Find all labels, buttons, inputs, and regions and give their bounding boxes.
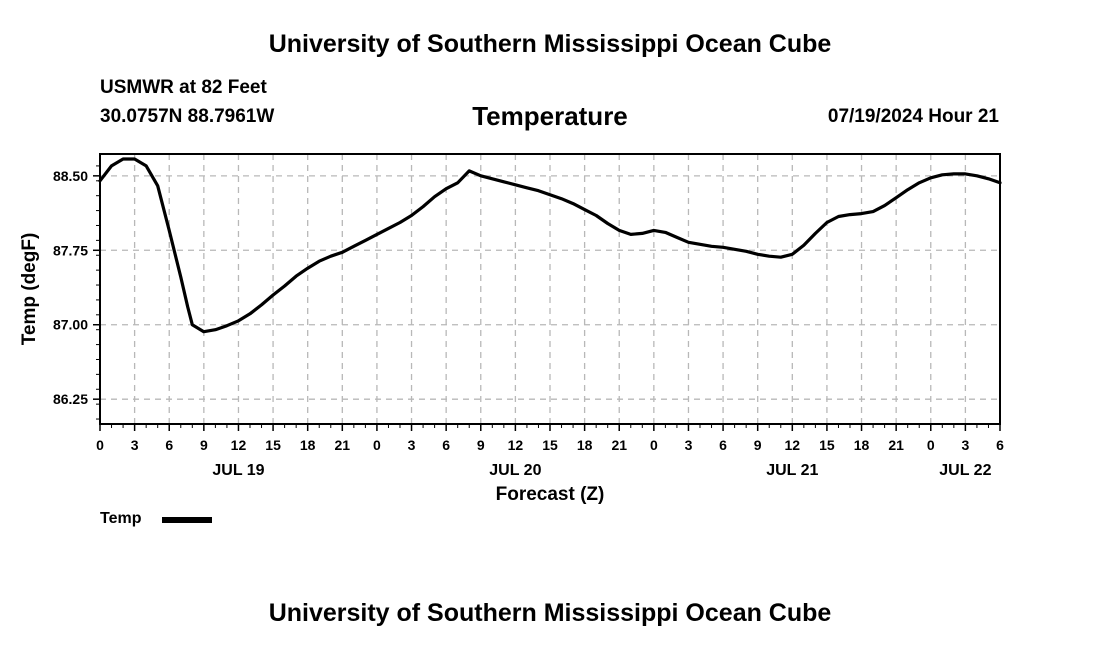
chart-title-bottom: University of Southern Mississippi Ocean…: [268, 599, 832, 627]
x-tick-label: 6: [165, 437, 173, 453]
x-tick-label: 3: [131, 437, 139, 453]
x-tick-label: 6: [996, 437, 1004, 453]
station-label: USMWR at 82 Feet: [100, 77, 267, 98]
x-tick-label: 0: [96, 437, 104, 453]
x-tick-label: 6: [442, 437, 450, 453]
x-tick-label: 12: [785, 437, 801, 453]
x-axis-label: Forecast (Z): [496, 484, 605, 505]
x-tick-label: 21: [611, 437, 627, 453]
x-tick-label: 18: [854, 437, 870, 453]
x-tick-label: 21: [888, 437, 904, 453]
x-tick-label: 6: [719, 437, 727, 453]
temp-series-line: [98, 157, 1002, 334]
x-date-label: JUL 21: [766, 462, 818, 479]
y-tick-label: 87.75: [53, 242, 88, 258]
grid-lines: [100, 154, 1000, 424]
chart-title-top: University of Southern Mississippi Ocean…: [268, 30, 832, 58]
legend-line-swatch: [162, 517, 212, 523]
x-tick-label: 21: [335, 437, 351, 453]
x-tick-label: 15: [265, 437, 281, 453]
x-tick-label: 3: [685, 437, 693, 453]
y-tick-label: 88.50: [53, 168, 88, 184]
x-tick-label: 0: [650, 437, 658, 453]
x-tick-label: 9: [477, 437, 485, 453]
x-tick-label: 0: [927, 437, 935, 453]
y-axis-label: Temp (degF): [19, 233, 40, 346]
x-tick-label: 12: [231, 437, 247, 453]
x-axis: 0 3 6 9 12 15 18 21 0 3 6 9 12 15 18 21 0 3 6 9 12 15 18 21 0 3 6J…: [96, 424, 1004, 479]
legend-label: Temp: [100, 510, 142, 527]
y-axis: 86.25 87.00 87.75 88.50: [53, 165, 100, 420]
x-tick-label: 0: [373, 437, 381, 453]
y-tick-label: 86.25: [53, 391, 88, 407]
x-tick-label: 12: [508, 437, 524, 453]
x-tick-label: 15: [542, 437, 558, 453]
x-tick-label: 9: [754, 437, 762, 453]
x-date-label: JUL 20: [489, 462, 541, 479]
x-tick-label: 18: [300, 437, 316, 453]
x-tick-label: 3: [961, 437, 969, 453]
x-date-label: JUL 22: [939, 462, 991, 479]
forecast-datetime: 07/19/2024 Hour 21: [827, 106, 999, 127]
y-tick-label: 87.00: [53, 317, 88, 333]
variable-title: Temperature: [472, 101, 628, 131]
x-tick-label: 15: [819, 437, 835, 453]
x-tick-label: 9: [200, 437, 208, 453]
coordinates-label: 30.0757N 88.7961W: [100, 106, 275, 127]
x-date-label: JUL 19: [212, 462, 264, 479]
x-tick-label: 18: [577, 437, 593, 453]
x-tick-label: 3: [408, 437, 416, 453]
